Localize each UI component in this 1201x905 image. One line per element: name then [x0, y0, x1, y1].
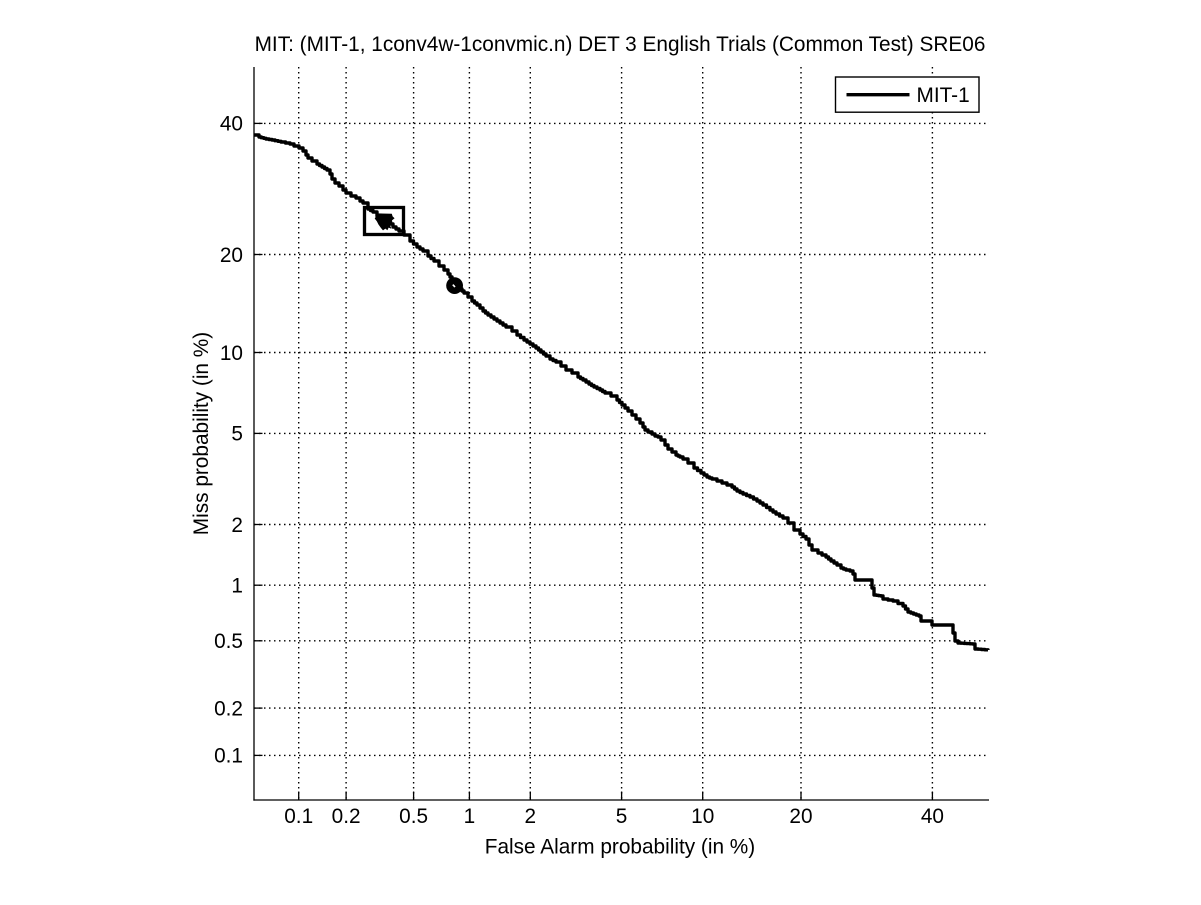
- svg-text:1: 1: [464, 805, 476, 828]
- svg-text:False Alarm probability (in %): False Alarm probability (in %): [485, 836, 755, 859]
- svg-text:5: 5: [231, 423, 243, 446]
- svg-text:2: 2: [525, 805, 537, 828]
- svg-text:40: 40: [220, 113, 243, 136]
- svg-text:1: 1: [231, 575, 243, 598]
- svg-text:20: 20: [220, 244, 243, 267]
- svg-text:0.5: 0.5: [399, 805, 428, 828]
- svg-text:0.2: 0.2: [214, 697, 243, 720]
- svg-text:0.1: 0.1: [284, 805, 313, 828]
- svg-text:2: 2: [231, 514, 243, 537]
- svg-text:Miss probability (in %): Miss probability (in %): [190, 332, 213, 535]
- svg-text:5: 5: [616, 805, 628, 828]
- svg-text:0.2: 0.2: [332, 805, 361, 828]
- svg-text:0.1: 0.1: [214, 745, 243, 768]
- svg-text:10: 10: [691, 805, 714, 828]
- svg-text:MIT-1: MIT-1: [917, 84, 970, 107]
- svg-text:0.5: 0.5: [214, 630, 243, 653]
- svg-text:20: 20: [789, 805, 812, 828]
- svg-text:MIT: (MIT-1, 1conv4w-1convmic.: MIT: (MIT-1, 1conv4w-1convmic.n) DET 3 E…: [255, 33, 986, 56]
- svg-text:40: 40: [921, 805, 944, 828]
- svg-text:10: 10: [220, 342, 243, 365]
